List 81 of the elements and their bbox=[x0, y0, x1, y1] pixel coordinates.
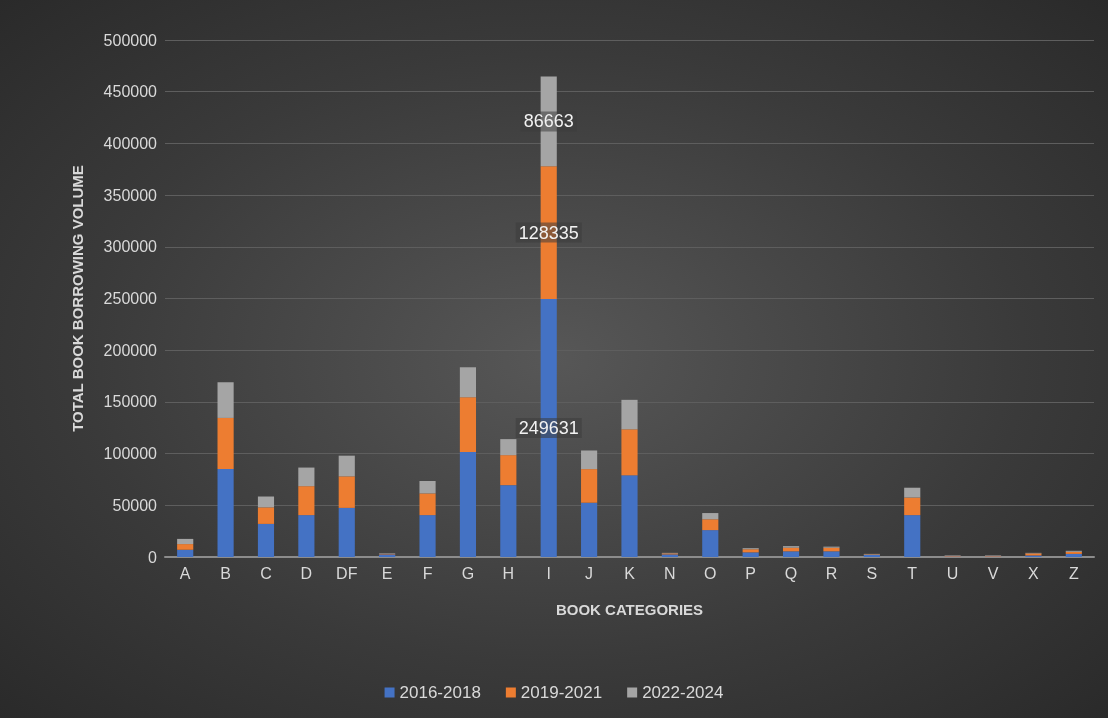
bar bbox=[459, 452, 477, 557]
bar bbox=[782, 551, 800, 557]
bar bbox=[702, 513, 719, 520]
y-axis-title: TOTAL BOOK BORROWING VOLUME bbox=[69, 165, 86, 432]
x-tick-label: H bbox=[502, 564, 515, 582]
x-tick-label: O bbox=[704, 564, 717, 582]
data-label: 128335 bbox=[518, 222, 579, 243]
bar bbox=[298, 515, 315, 557]
bar bbox=[500, 485, 517, 557]
y-tick-label: 300000 bbox=[103, 238, 158, 256]
x-tick-label: D bbox=[300, 564, 313, 582]
bar bbox=[459, 367, 477, 398]
bar bbox=[581, 450, 598, 470]
y-tick-label: 400000 bbox=[103, 134, 158, 152]
x-tick-label: T bbox=[907, 564, 918, 582]
x-tick-label: F bbox=[422, 564, 433, 582]
y-tick-label: 200000 bbox=[103, 341, 158, 359]
x-tick-label: DF bbox=[336, 564, 358, 582]
y-tick-label: 350000 bbox=[103, 186, 158, 204]
y-tick-label: 0 bbox=[148, 548, 158, 566]
bar bbox=[742, 552, 759, 557]
bar bbox=[257, 507, 275, 524]
legend-label: 2016-2018 bbox=[399, 683, 481, 702]
bar bbox=[419, 515, 436, 557]
y-tick-label: 50000 bbox=[112, 496, 158, 514]
x-tick-label: X bbox=[1028, 564, 1040, 582]
bar bbox=[298, 467, 315, 487]
bar bbox=[217, 417, 234, 470]
y-tick-label: 450000 bbox=[103, 83, 158, 101]
data-label: 249631 bbox=[518, 417, 579, 438]
x-tick-label: A bbox=[179, 564, 191, 582]
x-tick-label: P bbox=[745, 564, 757, 582]
x-tick-label: N bbox=[664, 564, 676, 582]
bar bbox=[904, 487, 921, 498]
bar bbox=[419, 493, 436, 516]
bar bbox=[217, 382, 234, 418]
data-label: 86663 bbox=[523, 111, 574, 132]
x-tick-label: K bbox=[624, 564, 636, 582]
bar bbox=[459, 397, 477, 453]
x-tick-label: U bbox=[946, 564, 959, 582]
x-tick-label: S bbox=[866, 564, 878, 582]
bar bbox=[621, 399, 638, 430]
x-tick-label: E bbox=[381, 564, 393, 582]
y-tick-label: 500000 bbox=[103, 31, 158, 49]
x-tick-label: B bbox=[220, 564, 231, 582]
bar bbox=[581, 469, 598, 503]
x-tick-label: Q bbox=[784, 564, 798, 582]
y-tick-label: 150000 bbox=[103, 393, 158, 411]
bar bbox=[338, 455, 355, 477]
bar bbox=[257, 523, 275, 557]
bar bbox=[702, 530, 719, 557]
bar bbox=[621, 475, 638, 557]
legend-label: 2019-2021 bbox=[520, 683, 603, 702]
bar bbox=[621, 429, 638, 476]
legend-label: 2022-2024 bbox=[642, 683, 724, 702]
x-tick-label: Z bbox=[1068, 564, 1079, 582]
bar bbox=[500, 439, 517, 456]
x-axis-title: BOOK CATEGORIES bbox=[555, 601, 704, 618]
bar bbox=[904, 497, 921, 516]
y-tick-label: 250000 bbox=[103, 290, 158, 307]
bar bbox=[177, 544, 194, 550]
bar bbox=[904, 515, 921, 557]
y-tick-label: 100000 bbox=[103, 445, 158, 463]
bar bbox=[338, 507, 355, 557]
bar bbox=[217, 469, 234, 557]
bar bbox=[338, 476, 355, 508]
x-tick-label: C bbox=[260, 564, 272, 582]
bar bbox=[298, 486, 315, 516]
bar bbox=[823, 551, 840, 557]
bar bbox=[419, 481, 436, 494]
x-tick-label: R bbox=[825, 564, 838, 582]
bar bbox=[257, 496, 275, 508]
x-tick-label: V bbox=[987, 564, 999, 582]
x-tick-label: G bbox=[461, 564, 475, 582]
bar bbox=[177, 549, 194, 557]
x-tick-label: I bbox=[546, 564, 551, 582]
bar bbox=[500, 455, 517, 486]
bar bbox=[177, 538, 194, 545]
x-tick-label: J bbox=[585, 564, 594, 582]
bar bbox=[702, 519, 719, 531]
bar bbox=[581, 502, 598, 557]
